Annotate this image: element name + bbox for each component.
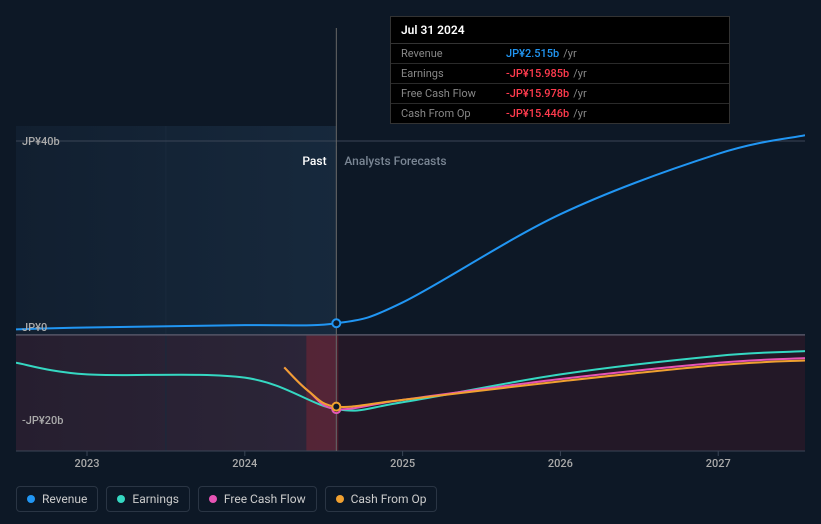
legend-dot (209, 495, 217, 503)
tooltip-row-unit: /yr (573, 107, 586, 120)
tooltip-row: Cash From Op-JP¥15.446b/yr (391, 104, 729, 123)
tooltip-row-value: -JP¥15.985b (506, 67, 569, 80)
past-label: Past (302, 154, 326, 168)
x-axis-label: 2024 (232, 457, 257, 470)
y-axis-label: JP¥40b (22, 135, 60, 148)
legend-item-cfo[interactable]: Cash From Op (325, 486, 438, 512)
tooltip-row-value: -JP¥15.978b (506, 87, 569, 100)
tooltip-row: Earnings-JP¥15.985b/yr (391, 64, 729, 84)
tooltip-row-unit: /yr (573, 87, 586, 100)
y-axis-label: -JP¥20b (22, 414, 63, 427)
legend-label: Earnings (132, 492, 179, 506)
x-axis-label: 2026 (548, 457, 573, 470)
chart-legend: Revenue Earnings Free Cash Flow Cash From O… (16, 486, 437, 512)
tooltip-date: Jul 31 2024 (391, 17, 729, 44)
x-axis-label: 2027 (706, 457, 731, 470)
tooltip-row-label: Cash From Op (401, 107, 506, 120)
x-axis-label: 2023 (74, 457, 99, 470)
legend-label: Revenue (42, 492, 87, 506)
tooltip-row-label: Earnings (401, 67, 506, 80)
tooltip-row-value: JP¥2.515b (506, 47, 559, 60)
marker-revenue (332, 319, 340, 327)
tooltip-row-unit: /yr (573, 67, 586, 80)
legend-dot (336, 495, 344, 503)
chart-tooltip: Jul 31 2024 RevenueJP¥2.515b/yrEarnings-… (390, 16, 730, 124)
tooltip-row-label: Revenue (401, 47, 506, 60)
legend-label: Cash From Op (351, 492, 427, 506)
x-axis-label: 2025 (390, 457, 415, 470)
tooltip-row: RevenueJP¥2.515b/yr (391, 44, 729, 64)
legend-dot (27, 495, 35, 503)
tooltip-row-label: Free Cash Flow (401, 87, 506, 100)
tooltip-row-unit: /yr (563, 47, 576, 60)
legend-label: Free Cash Flow (224, 492, 306, 506)
legend-item-earnings[interactable]: Earnings (106, 486, 190, 512)
tooltip-row: Free Cash Flow-JP¥15.978b/yr (391, 84, 729, 104)
legend-item-revenue[interactable]: Revenue (16, 486, 98, 512)
legend-item-fcf[interactable]: Free Cash Flow (198, 486, 317, 512)
y-axis-label: JP¥0 (22, 321, 47, 334)
forecast-label: Analysts Forecasts (344, 154, 446, 168)
legend-dot (117, 495, 125, 503)
marker-cfo (332, 403, 340, 411)
tooltip-row-value: -JP¥15.446b (506, 107, 569, 120)
